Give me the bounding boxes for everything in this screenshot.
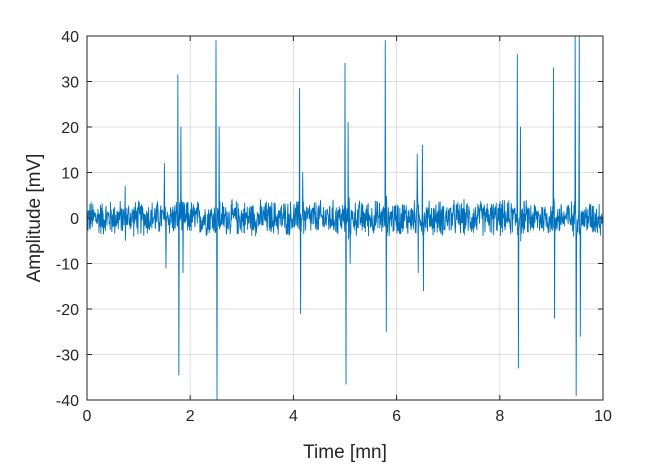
x-tick-label: 8 <box>495 408 504 425</box>
y-tick-label: 40 <box>61 29 79 46</box>
y-tick-label: -10 <box>56 257 79 274</box>
x-tick-label: 0 <box>83 408 92 425</box>
x-tick-label: 2 <box>186 408 195 425</box>
y-tick-label: -40 <box>56 393 79 410</box>
y-tick-label: -20 <box>56 302 79 319</box>
x-tick-label: 10 <box>594 408 612 425</box>
y-axis-label: Amplitude [mV] <box>24 154 45 283</box>
series-layer <box>86 35 604 401</box>
y-tick-label: 0 <box>70 211 79 228</box>
x-tick-label: 6 <box>392 408 401 425</box>
y-tick-label: 10 <box>61 166 79 183</box>
x-axis-label: Time [mn] <box>303 442 387 463</box>
y-tick-label: 20 <box>61 120 79 137</box>
series-line <box>86 35 604 401</box>
y-tick-label: 30 <box>61 75 79 92</box>
ticks <box>86 35 604 401</box>
tick-labels: 0 2 4 6 8 10 -40 -30 -20 -10 0 10 20 30 40 <box>56 29 612 425</box>
y-tick-label: -30 <box>56 348 79 365</box>
x-tick-label: 4 <box>289 408 298 425</box>
